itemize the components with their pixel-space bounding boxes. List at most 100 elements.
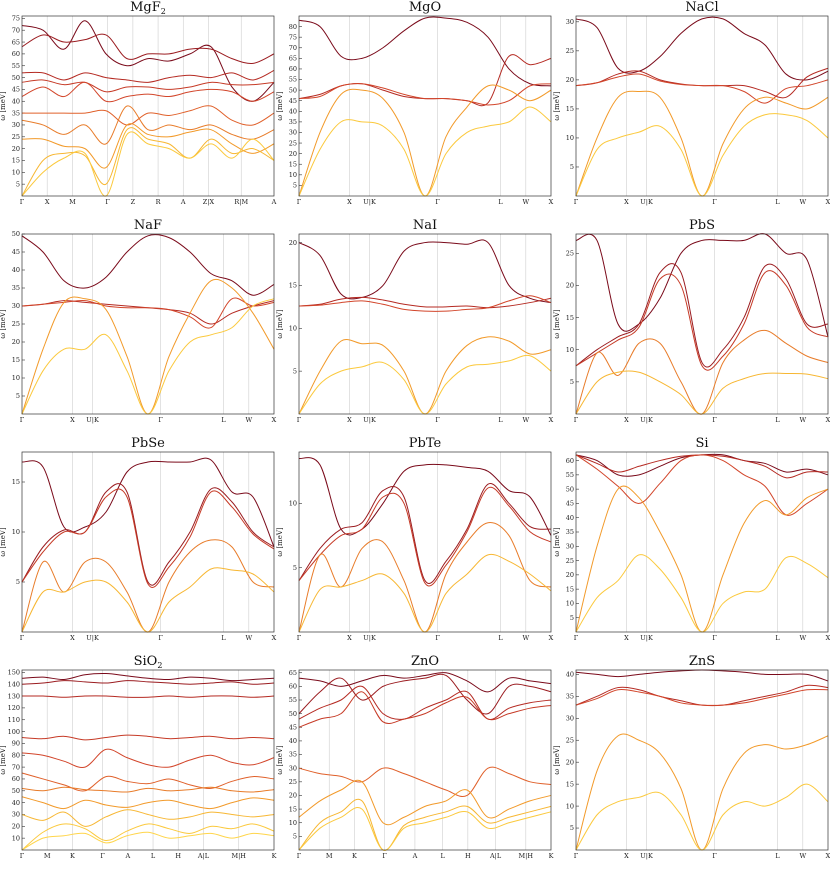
plot-frame [298,451,552,633]
y-tick-label: 55 [289,76,297,84]
chart-svg: PbSe Γ X U|K Γ L W X 5 10 15 ω [meV] [0,436,277,642]
chart-title: NaI [413,218,437,233]
series-group [298,457,552,633]
y-tick-label: 55 [566,471,574,479]
y-tick-label: 50 [12,787,20,795]
plot-frame [21,15,275,197]
band-line-b1 [21,673,275,682]
y-tick-label: 40 [289,737,297,745]
x-tick-label: A [124,852,130,860]
y-tick-label: 25 [12,320,20,328]
band-line-b4 [298,691,552,728]
x-tick-label: K [70,852,75,860]
y-tick-label: 10 [566,134,574,142]
band-line-LA [575,733,829,851]
y-tick-label: 55 [12,62,20,70]
y-tick-label: 35 [289,751,297,759]
y-tick-label: 30 [566,18,574,26]
x-tick-label: W [799,198,806,206]
band-line-TA [298,354,552,415]
x-tick-label: X [70,634,75,642]
x-tick-label: Γ [435,198,440,206]
plot-frame [298,669,552,851]
y-tick-label: 15 [289,805,297,813]
series-group [21,20,275,197]
band-line-b4 [21,734,275,741]
y-tick-label: 20 [289,792,297,800]
chart-panel: MgF2 Γ X M Γ Z R A Z|X R|M A 5 10 15 20 25 30 35 40 45 50 55 6… [0,0,277,218]
y-tick-label: 5 [293,182,297,190]
x-tick-label: L [498,634,503,642]
x-tick-label: Γ [297,634,302,642]
chart-title-main: MgF [130,0,161,15]
band-line-b9 [21,809,275,827]
x-tick-label: U|K [640,198,653,206]
x-tick-label: K [549,852,554,860]
band-line-LO [21,234,275,296]
series-group [298,16,552,197]
y-tick-label: 20 [566,758,574,766]
x-tick-label: U|K [86,634,99,642]
band-line-LO [575,453,829,477]
x-tick-label: U|K [640,416,653,424]
x-tick-label: A|L [197,852,210,860]
chart-panel: MgO Γ X U|K Γ L W X 5 10 15 20 25 30 35 40 45 50 55 60 65 70 7… [276,0,554,218]
y-tick-label: 20 [12,145,20,153]
y-tick-label: 25 [566,249,574,257]
band-line-TO2 [575,67,829,99]
y-tick-label: 5 [570,614,574,622]
y-tick-label: 35 [289,118,297,126]
y-tick-label: 75 [12,15,20,23]
y-tick-label: 10 [12,169,20,177]
y-tick-label: 75 [289,33,297,41]
chart-title: MgF2 [130,0,166,16]
plot-frame [575,451,829,633]
x-tick-label: Γ [712,852,717,860]
x-tick-label: W [799,416,806,424]
x-tick-label: W [245,416,252,424]
y-tick-label: 45 [289,97,297,105]
x-tick-label: X [826,416,830,424]
y-tick-label: 40 [12,799,20,807]
plot-frame [298,15,552,197]
x-tick-label: X [624,634,629,642]
chart-title-subscript: 2 [157,661,162,670]
y-tick-label: 5 [570,824,574,832]
chart-title: NaCl [685,0,718,15]
x-tick-label: W [522,634,529,642]
x-tick-label: W [799,852,806,860]
y-tick-label: 40 [12,266,20,274]
y-tick-label: 25 [566,557,574,565]
y-tick-label: 80 [289,23,297,31]
x-tick-label: Γ [100,852,105,860]
y-tick-label: 30 [289,129,297,137]
chart-panel: NaCl Γ X U|K Γ L W X 5 10 15 20 25 30 ω [meV] [553,0,830,218]
chart-title: PbSe [131,436,165,451]
band-line-LO [298,457,552,536]
chart-svg: Si Γ X U|K Γ L W X 5 10 15 20 25 30 35 40 45 50 55 60 ω [meV… [553,436,830,642]
y-tick-label: 5 [293,833,297,841]
plot-frame [21,451,275,633]
chart-title-subscript: 2 [161,7,166,16]
x-tick-label: M [44,852,51,860]
y-tick-label: 10 [566,600,574,608]
x-tick-label: Γ [382,852,387,860]
y-tick-label: 50 [289,710,297,718]
y-tick-label: 45 [12,86,20,94]
x-tick-label: R|M [234,198,248,206]
band-line-TA [21,298,275,415]
y-tick-label: 30 [289,764,297,772]
y-tick-label: 30 [12,302,20,310]
band-line-b7 [21,786,275,793]
band-line-LA [21,278,275,415]
y-tick-label: 45 [566,500,574,508]
band-line-LA [298,336,552,415]
x-tick-label: L [498,198,503,206]
x-tick-label: Γ [435,634,440,642]
y-axis-label: ω [meV] [0,309,7,338]
band-line-b2 [21,680,275,685]
x-tick-label: U|K [640,852,653,860]
y-tick-label: 90 [12,740,20,748]
x-tick-label: W [245,634,252,642]
